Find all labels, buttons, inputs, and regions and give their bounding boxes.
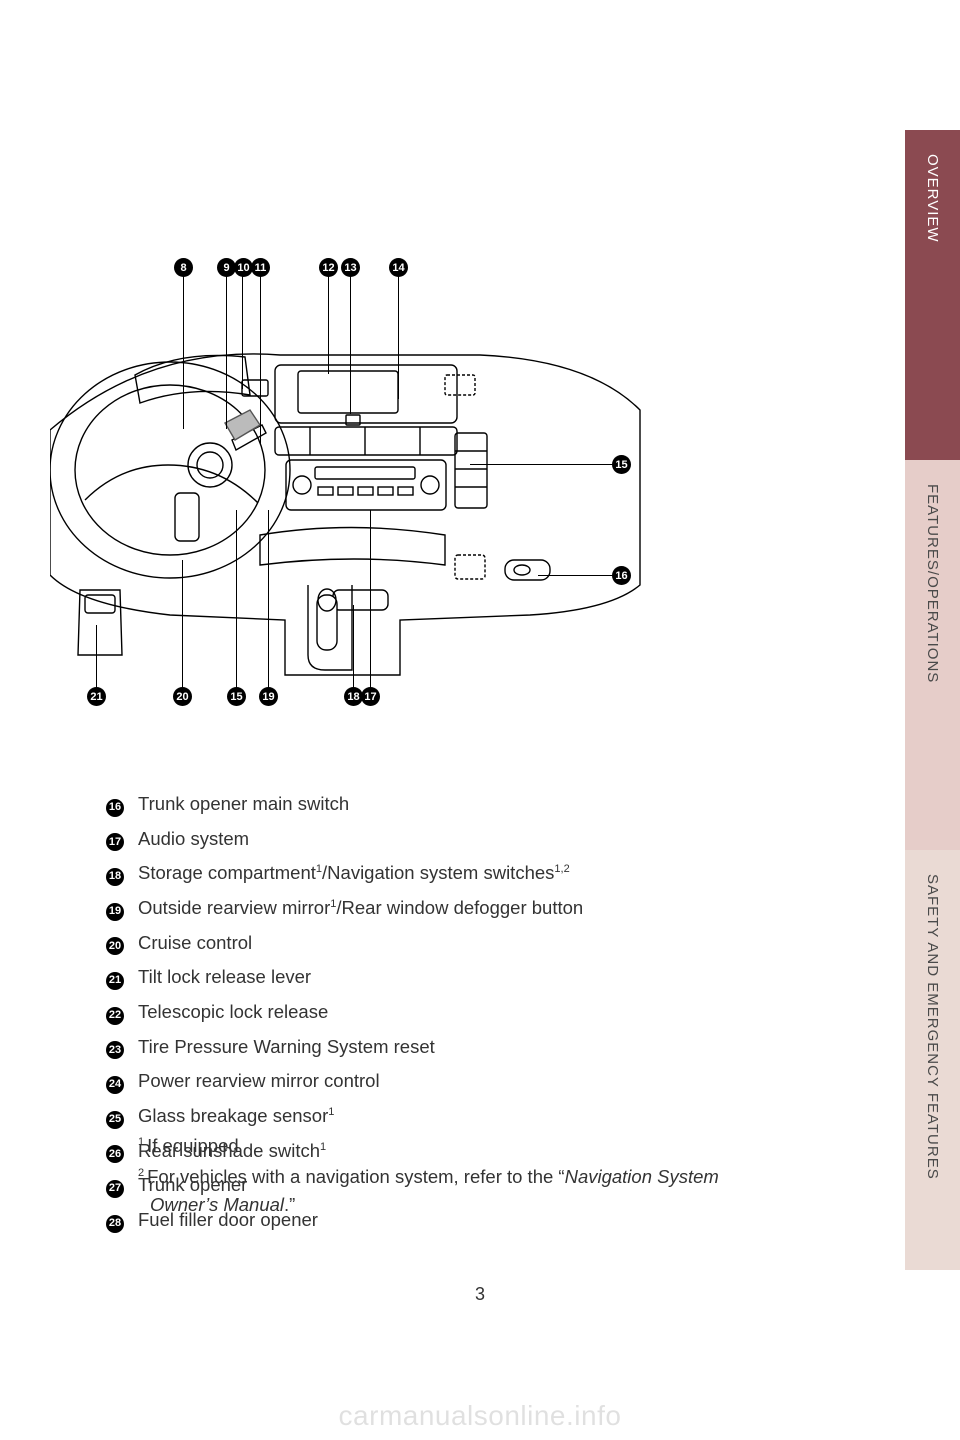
- list-item: 24 Power rearview mirror control: [106, 1067, 786, 1096]
- callout-bubble: 15: [612, 455, 631, 474]
- footnote: 2For vehicles with a navigation system, …: [138, 1163, 788, 1220]
- list-item-number: 28: [106, 1215, 124, 1233]
- list-item-number: 24: [106, 1076, 124, 1094]
- watermark: carmanualsonline.info: [0, 1400, 960, 1432]
- dashboard-svg: [50, 255, 700, 715]
- footnotes: 1If equipped2For vehicles with a navigat…: [138, 1132, 788, 1222]
- leader: [183, 274, 184, 429]
- callout-bubble: 16: [612, 566, 631, 585]
- tab-overview: OVERVIEW: [905, 130, 960, 460]
- leader: [182, 560, 183, 692]
- tab-safety-label: SAFETY AND EMERGENCY FEATURES: [924, 850, 941, 1180]
- leader: [236, 510, 237, 692]
- list-item: 23 Tire Pressure Warning System reset: [106, 1033, 786, 1062]
- list-item: 19 Outside rearview mirror1/Rear window d…: [106, 894, 786, 923]
- callout-bubble: 13: [341, 258, 360, 277]
- tab-overview-label: OVERVIEW: [924, 130, 941, 243]
- list-item-number: 22: [106, 1007, 124, 1025]
- list-item-number: 25: [106, 1111, 124, 1129]
- list-item-label: Audio system: [138, 825, 249, 854]
- leader: [398, 274, 399, 399]
- leader: [370, 510, 371, 692]
- list-item-label: Storage compartment1/Navigation system s…: [138, 859, 570, 888]
- list-item: 18 Storage compartment1/Navigation system…: [106, 859, 786, 888]
- list-item-number: 23: [106, 1041, 124, 1059]
- callout-bubble: 19: [259, 687, 278, 706]
- leader: [242, 274, 243, 389]
- callout-bubble: 20: [173, 687, 192, 706]
- list-item: 20 Cruise control: [106, 929, 786, 958]
- list-item: 17 Audio system: [106, 825, 786, 854]
- list-item: 22 Telescopic lock release: [106, 998, 786, 1027]
- leader: [268, 510, 269, 692]
- list-item-number: 19: [106, 903, 124, 921]
- list-item-number: 20: [106, 937, 124, 955]
- leader: [96, 625, 97, 692]
- callout-bubble: 12: [319, 258, 338, 277]
- page: OVERVIEW FEATURES/OPERATIONS SAFETY AND …: [0, 0, 960, 1440]
- leader: [470, 464, 615, 465]
- list-item-label: Trunk opener main switch: [138, 790, 349, 819]
- tab-features-label: FEATURES/OPERATIONS: [924, 460, 941, 683]
- leader: [350, 274, 351, 414]
- list-item-number: 26: [106, 1145, 124, 1163]
- leader: [353, 605, 354, 692]
- list-item-label: Cruise control: [138, 929, 252, 958]
- callout-bubble: 21: [87, 687, 106, 706]
- list-item-label: Telescopic lock release: [138, 998, 328, 1027]
- list-item: 25 Glass breakage sensor1: [106, 1102, 786, 1131]
- list-item-number: 27: [106, 1180, 124, 1198]
- instrument-panel-diagram: 8 9 10 11 12 13 14 15 16 21 20 15 19 18 …: [50, 255, 700, 715]
- leader: [260, 274, 261, 444]
- callout-bubble: 15: [227, 687, 246, 706]
- list-item-label: Tire Pressure Warning System reset: [138, 1033, 435, 1062]
- callout-bubble: 14: [389, 258, 408, 277]
- list-item-label: Glass breakage sensor1: [138, 1102, 334, 1131]
- leader: [328, 274, 329, 374]
- page-number: 3: [0, 1284, 960, 1305]
- list-item-number: 21: [106, 972, 124, 990]
- leader: [226, 274, 227, 429]
- list-item-number: 16: [106, 799, 124, 817]
- callout-bubble: 11: [251, 258, 270, 277]
- list-item-label: Outside rearview mirror1/Rear window def…: [138, 894, 583, 923]
- list-item: 21 Tilt lock release lever: [106, 963, 786, 992]
- callout-bubble: 17: [361, 687, 380, 706]
- tab-safety: SAFETY AND EMERGENCY FEATURES: [905, 850, 960, 1270]
- callout-bubble: 8: [174, 258, 193, 277]
- list-item: 16 Trunk opener main switch: [106, 790, 786, 819]
- list-item-number: 17: [106, 833, 124, 851]
- list-item-label: Power rearview mirror control: [138, 1067, 380, 1096]
- list-item-number: 18: [106, 868, 124, 886]
- list-item-label: Tilt lock release lever: [138, 963, 311, 992]
- tab-features: FEATURES/OPERATIONS: [905, 460, 960, 850]
- footnote: 1If equipped: [138, 1132, 788, 1161]
- leader: [538, 575, 615, 576]
